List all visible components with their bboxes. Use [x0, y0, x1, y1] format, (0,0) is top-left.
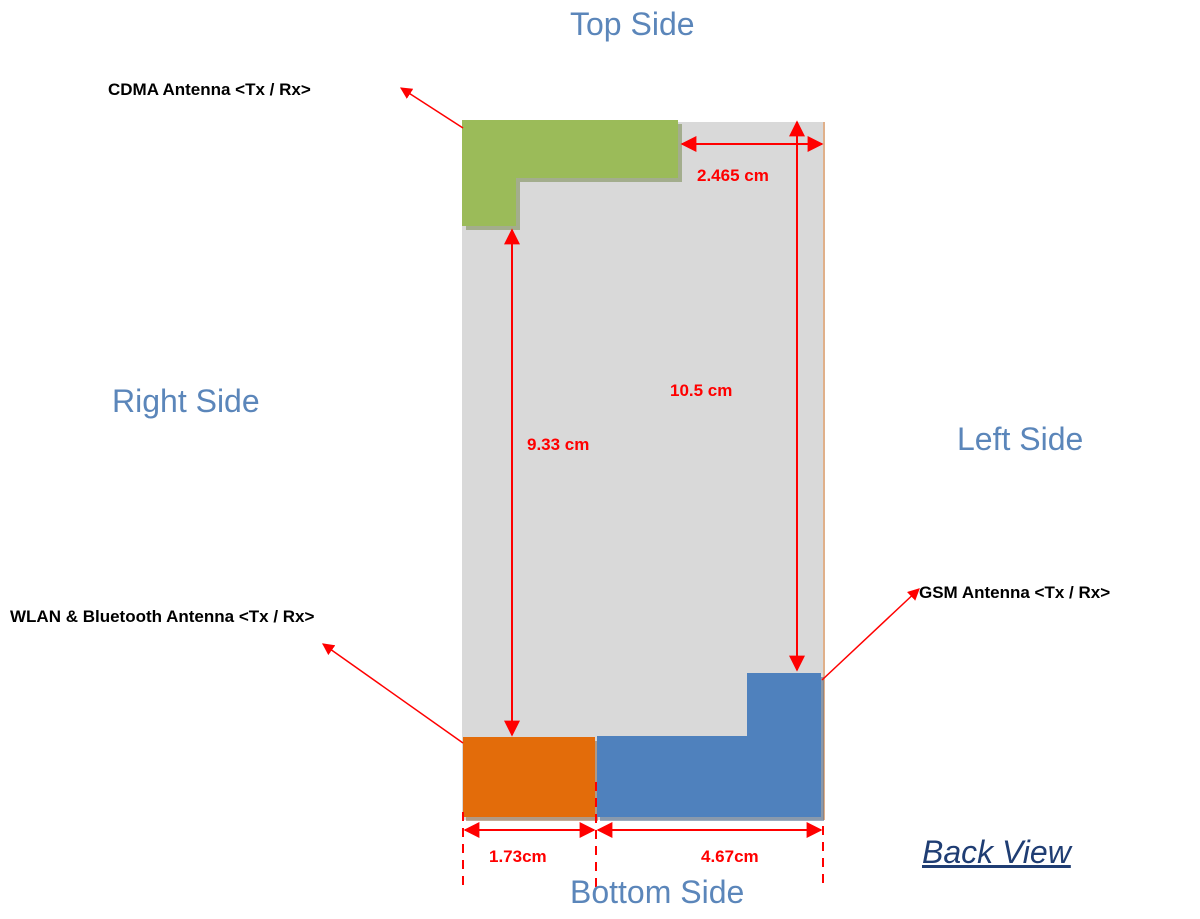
bottom-side-label: Bottom Side: [570, 874, 745, 910]
gsm-width-dimension-label: 4.67cm: [701, 847, 759, 866]
cdma-antenna-label: CDMA Antenna <Tx / Rx>: [108, 80, 311, 99]
wlan-pointer-arrow: [322, 643, 464, 744]
gsm-antenna-shape: [597, 673, 821, 817]
gsm-pointer-arrow: [821, 588, 920, 681]
back-view-label: Back View: [922, 834, 1071, 870]
wlan-antenna-label: WLAN & Bluetooth Antenna <Tx / Rx>: [10, 607, 315, 626]
cdma-offset-dimension-label: 2.465 cm: [697, 166, 769, 185]
wlan-antenna-shape: [463, 737, 595, 817]
gsm-antenna-label: GSM Antenna <Tx / Rx>: [919, 583, 1111, 602]
right-side-label: Right Side: [112, 383, 260, 419]
top-side-label: Top Side: [570, 6, 695, 42]
cdma-pointer-arrow: [399, 87, 464, 129]
left-side-label: Left Side: [957, 421, 1084, 457]
total-length-dimension-label: 10.5 cm: [670, 381, 733, 400]
cdma-to-wlan-dimension-label: 9.33 cm: [527, 435, 590, 454]
wlan-width-dimension-label: 1.73cm: [489, 847, 547, 866]
cdma-antenna-shape: [462, 120, 678, 226]
